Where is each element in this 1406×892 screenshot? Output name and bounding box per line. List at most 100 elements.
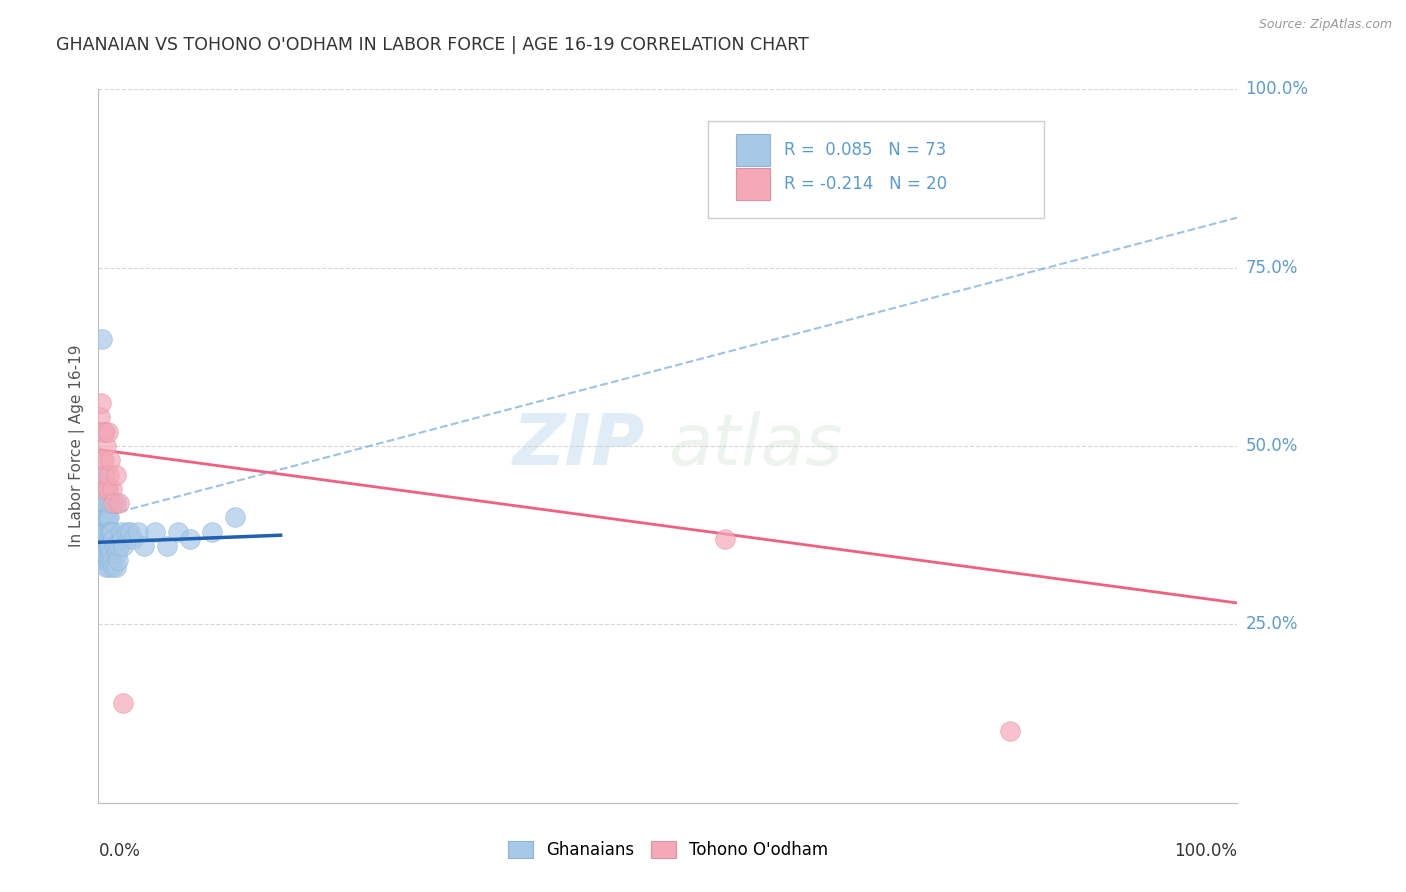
Ghanaians bbox=[96, 482, 118, 496]
Tohono O'odham bbox=[96, 439, 118, 453]
Ghanaians bbox=[100, 546, 122, 560]
Ghanaians bbox=[96, 510, 118, 524]
Ghanaians bbox=[98, 496, 121, 510]
Ghanaians bbox=[104, 560, 127, 574]
Ghanaians bbox=[94, 546, 117, 560]
Ghanaians bbox=[94, 496, 117, 510]
Ghanaians bbox=[90, 524, 112, 539]
FancyBboxPatch shape bbox=[707, 121, 1043, 218]
Ghanaians bbox=[224, 510, 246, 524]
Ghanaians bbox=[96, 539, 118, 553]
Ghanaians bbox=[93, 539, 115, 553]
Ghanaians bbox=[97, 510, 120, 524]
Ghanaians bbox=[103, 539, 125, 553]
Ghanaians bbox=[107, 553, 129, 567]
Ghanaians bbox=[97, 539, 120, 553]
Y-axis label: In Labor Force | Age 16-19: In Labor Force | Age 16-19 bbox=[69, 344, 84, 548]
Tohono O'odham bbox=[104, 467, 127, 482]
Ghanaians bbox=[100, 524, 122, 539]
Text: ZIP: ZIP bbox=[513, 411, 645, 481]
Text: 100.0%: 100.0% bbox=[1246, 80, 1309, 98]
Tohono O'odham bbox=[93, 453, 115, 467]
Ghanaians bbox=[91, 475, 114, 489]
Ghanaians bbox=[108, 539, 131, 553]
Ghanaians bbox=[93, 467, 115, 482]
Ghanaians bbox=[105, 546, 128, 560]
Ghanaians bbox=[96, 553, 118, 567]
Text: 75.0%: 75.0% bbox=[1246, 259, 1298, 277]
Ghanaians bbox=[104, 539, 127, 553]
Ghanaians bbox=[115, 524, 138, 539]
Ghanaians bbox=[112, 539, 135, 553]
Tohono O'odham bbox=[90, 396, 112, 410]
Ghanaians bbox=[98, 539, 121, 553]
Ghanaians bbox=[93, 482, 115, 496]
Ghanaians bbox=[167, 524, 190, 539]
Ghanaians bbox=[91, 510, 114, 524]
Ghanaians bbox=[145, 524, 167, 539]
Text: 50.0%: 50.0% bbox=[1246, 437, 1298, 455]
Ghanaians bbox=[179, 532, 201, 546]
Ghanaians bbox=[97, 560, 120, 574]
Tohono O'odham bbox=[97, 467, 120, 482]
Tohono O'odham bbox=[103, 496, 125, 510]
Text: R =  0.085   N = 73: R = 0.085 N = 73 bbox=[785, 141, 946, 159]
Tohono O'odham bbox=[91, 482, 114, 496]
Tohono O'odham bbox=[90, 425, 112, 439]
Ghanaians bbox=[156, 539, 179, 553]
Text: 100.0%: 100.0% bbox=[1174, 842, 1237, 860]
Tohono O'odham bbox=[96, 482, 118, 496]
Ghanaians bbox=[120, 524, 142, 539]
Ghanaians bbox=[90, 546, 112, 560]
Ghanaians bbox=[104, 496, 127, 510]
Tohono O'odham bbox=[89, 410, 111, 425]
Ghanaians bbox=[201, 524, 224, 539]
Ghanaians bbox=[90, 510, 112, 524]
Ghanaians bbox=[90, 482, 112, 496]
Ghanaians bbox=[98, 524, 121, 539]
Text: GHANAIAN VS TOHONO O'ODHAM IN LABOR FORCE | AGE 16-19 CORRELATION CHART: GHANAIAN VS TOHONO O'ODHAM IN LABOR FORC… bbox=[56, 36, 808, 54]
Ghanaians bbox=[132, 539, 155, 553]
Tohono O'odham bbox=[998, 724, 1021, 739]
Tohono O'odham bbox=[93, 425, 115, 439]
Ghanaians bbox=[89, 539, 111, 553]
Ghanaians bbox=[103, 532, 125, 546]
Ghanaians bbox=[94, 510, 117, 524]
Ghanaians bbox=[91, 496, 114, 510]
Tohono O'odham bbox=[714, 532, 737, 546]
Ghanaians bbox=[96, 524, 118, 539]
Tohono O'odham bbox=[98, 453, 121, 467]
Ghanaians bbox=[96, 496, 118, 510]
Ghanaians bbox=[93, 553, 115, 567]
Text: Source: ZipAtlas.com: Source: ZipAtlas.com bbox=[1258, 18, 1392, 31]
Ghanaians bbox=[90, 496, 112, 510]
Ghanaians bbox=[89, 510, 111, 524]
Tohono O'odham bbox=[90, 453, 112, 467]
Ghanaians bbox=[101, 524, 124, 539]
Ghanaians bbox=[96, 510, 118, 524]
Ghanaians bbox=[90, 496, 112, 510]
Ghanaians bbox=[96, 560, 118, 574]
Ghanaians bbox=[93, 496, 115, 510]
Ghanaians bbox=[90, 332, 112, 346]
Text: 0.0%: 0.0% bbox=[98, 842, 141, 860]
Ghanaians bbox=[90, 482, 112, 496]
Ghanaians bbox=[111, 532, 134, 546]
Tohono O'odham bbox=[108, 496, 131, 510]
Tohono O'odham bbox=[112, 696, 135, 710]
Text: atlas: atlas bbox=[668, 411, 842, 481]
Ghanaians bbox=[94, 482, 117, 496]
Ghanaians bbox=[101, 553, 124, 567]
Ghanaians bbox=[96, 482, 118, 496]
Ghanaians bbox=[121, 532, 143, 546]
Text: 25.0%: 25.0% bbox=[1246, 615, 1298, 633]
Legend: Ghanaians, Tohono O'odham: Ghanaians, Tohono O'odham bbox=[501, 834, 835, 866]
Ghanaians bbox=[90, 524, 112, 539]
Ghanaians bbox=[96, 539, 118, 553]
Tohono O'odham bbox=[96, 425, 118, 439]
Bar bbox=[737, 168, 770, 200]
Tohono O'odham bbox=[101, 482, 124, 496]
Ghanaians bbox=[94, 524, 117, 539]
Ghanaians bbox=[91, 524, 114, 539]
Ghanaians bbox=[98, 553, 121, 567]
